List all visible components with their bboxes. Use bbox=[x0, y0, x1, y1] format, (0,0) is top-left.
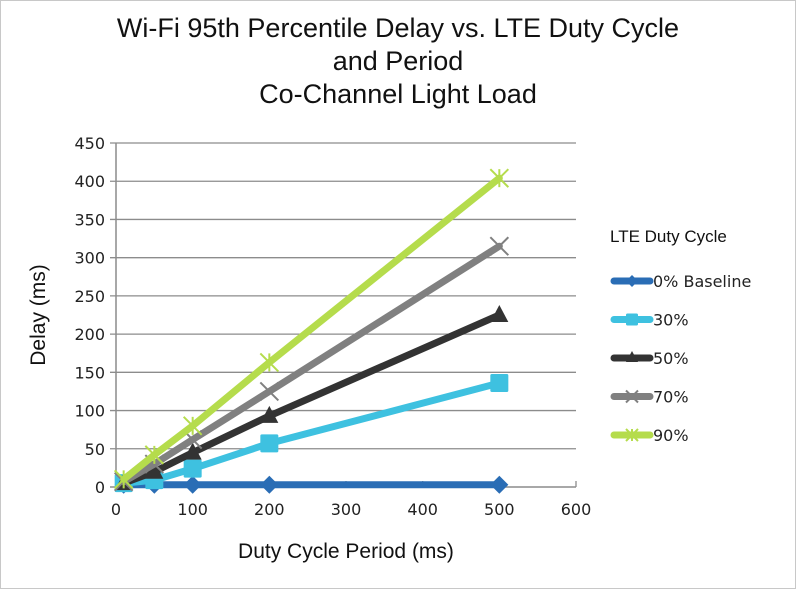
y-tick-label: 200 bbox=[74, 325, 105, 344]
chart-title-line-1: Wi-Fi 95th Percentile Delay vs. LTE Duty… bbox=[116, 13, 680, 43]
y-tick-label: 50 bbox=[85, 440, 105, 459]
data-point bbox=[182, 416, 203, 436]
y-tick-label: 350 bbox=[74, 210, 105, 229]
y-axis-title: Delay (ms) bbox=[27, 264, 50, 366]
x-tick-label: 0 bbox=[111, 500, 121, 519]
data-point bbox=[260, 475, 279, 494]
y-tick-label: 0 bbox=[95, 478, 105, 497]
legend-label: 50% bbox=[653, 349, 689, 368]
series-90- bbox=[113, 168, 510, 490]
series-0-baseline bbox=[114, 475, 509, 494]
legend-marker bbox=[626, 275, 638, 287]
chart-title-line-3: Co-Channel Light Load bbox=[259, 79, 537, 109]
legend: LTE Duty Cycle 0% Baseline 30% 50% 70% 90% bbox=[610, 227, 751, 445]
legend-label: 90% bbox=[653, 426, 689, 445]
y-tick-label: 150 bbox=[74, 363, 105, 382]
data-point bbox=[489, 236, 510, 256]
data-point bbox=[259, 381, 280, 402]
data-point bbox=[490, 305, 509, 322]
x-axis-title: Duty Cycle Period (ms) bbox=[238, 540, 454, 563]
data-point bbox=[144, 445, 165, 465]
y-tick-label: 400 bbox=[74, 172, 105, 191]
data-point bbox=[490, 475, 509, 494]
legend-label: 30% bbox=[653, 311, 689, 330]
data-point bbox=[183, 459, 202, 478]
gridlines bbox=[110, 142, 576, 450]
series-group bbox=[113, 168, 510, 494]
data-point bbox=[490, 374, 509, 393]
y-tick-label: 300 bbox=[74, 249, 105, 268]
data-point bbox=[260, 405, 279, 423]
x-marker-stroke bbox=[144, 454, 165, 474]
legend-marker bbox=[625, 428, 639, 442]
legend-marker bbox=[626, 313, 638, 326]
legend-item: 70% bbox=[610, 388, 689, 407]
legend-item: 0% Baseline bbox=[610, 272, 751, 291]
chart-title: Wi-Fi 95th Percentile Delay vs. LTE Duty… bbox=[0, 12, 796, 111]
x-marker-stroke bbox=[182, 429, 203, 450]
x-marker-stroke bbox=[625, 389, 639, 404]
data-point bbox=[145, 461, 164, 479]
series-30- bbox=[114, 374, 509, 493]
legend-item: 90% bbox=[610, 426, 689, 445]
x-tick-label: 500 bbox=[484, 500, 515, 519]
x-marker-stroke bbox=[259, 381, 280, 402]
legend-marker bbox=[626, 351, 638, 362]
x-tick-label: 300 bbox=[331, 500, 362, 519]
y-tick-label: 250 bbox=[74, 287, 105, 306]
tick-labels: 0 50 100 150 200 250 300 350 400 450 0 100 200 300 400… bbox=[74, 134, 591, 519]
legend-item: 30% bbox=[610, 311, 689, 330]
data-point bbox=[113, 469, 134, 490]
data-point bbox=[183, 475, 202, 494]
x-tick-label: 100 bbox=[177, 500, 208, 519]
data-point bbox=[183, 442, 202, 460]
legend-marker bbox=[625, 389, 639, 404]
y-tick-label: 450 bbox=[74, 134, 105, 153]
legend-item: 50% bbox=[610, 349, 689, 368]
legend-label: 0% Baseline bbox=[653, 272, 751, 291]
y-tick-label: 100 bbox=[74, 402, 105, 421]
x-marker-stroke bbox=[489, 236, 510, 256]
x-tick-label: 400 bbox=[407, 500, 438, 519]
legend-label: 70% bbox=[653, 388, 689, 407]
data-point bbox=[259, 352, 280, 373]
x-tick-label: 600 bbox=[561, 500, 592, 519]
series-70- bbox=[113, 236, 510, 492]
chart-title-line-2: and Period bbox=[332, 46, 464, 76]
legend-title: LTE Duty Cycle bbox=[610, 227, 727, 246]
data-point bbox=[489, 168, 510, 188]
series-line bbox=[120, 242, 503, 486]
data-point bbox=[260, 434, 279, 453]
x-tick-label: 200 bbox=[254, 500, 285, 519]
